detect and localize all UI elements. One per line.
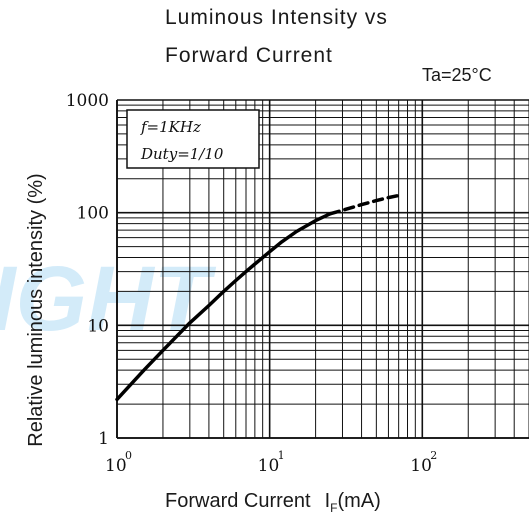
curve-measured-solid	[115, 211, 333, 402]
x-axis-label-subscript: F	[330, 501, 337, 515]
y-tick-label: 1	[98, 429, 109, 449]
x-axis-label-unit: (mA)	[338, 490, 381, 512]
x-tick-label: 10	[105, 456, 127, 476]
legend-frequency: f=1KHz	[140, 118, 201, 136]
chart-title-line-1: Luminous Intensity vs	[165, 6, 388, 29]
x-tick-exponent: 2	[430, 449, 437, 462]
x-axis-label-symbol: I	[325, 490, 331, 512]
x-axis-label: Forward Current IF(mA)	[165, 490, 381, 515]
curve-extrapolated-dashed	[328, 193, 401, 216]
y-tick-label: 1000	[66, 91, 109, 111]
x-tick-label: 10	[410, 456, 432, 476]
y-tick-labels: 1 10 100 1000	[66, 91, 109, 449]
legend-duty: Duty=1/10	[140, 145, 224, 163]
y-axis-label: Relative luminous intensity (%)	[25, 173, 47, 446]
chart-title-line-2: Forward Current	[165, 44, 333, 67]
legend-frame	[126, 109, 260, 169]
x-tick-label: 10	[258, 456, 280, 476]
temperature-condition: Ta=25°C	[422, 65, 492, 85]
y-tick-label: 10	[87, 316, 109, 336]
x-axis-label-name: Forward Current	[165, 490, 311, 512]
y-tick-label: 100	[77, 204, 109, 224]
curve-group	[115, 193, 401, 402]
legend-box: f=1KHz Duty=1/10	[126, 109, 260, 169]
x-tick-exponent: 1	[278, 449, 285, 462]
x-tick-exponent: 0	[125, 449, 132, 462]
